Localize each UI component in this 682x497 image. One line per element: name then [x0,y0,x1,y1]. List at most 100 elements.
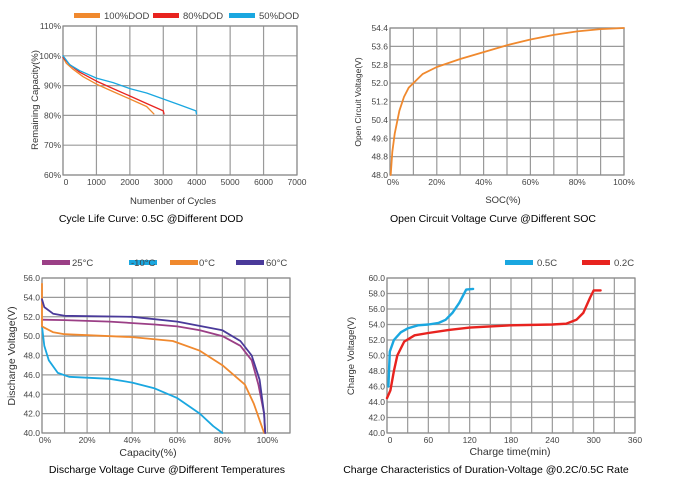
legend-label: 50%DOD [259,11,299,22]
legend-swatch [42,260,70,265]
legend-swatch [153,13,179,18]
x-tick-label: 60% [169,435,186,445]
x-tick-label: 60% [522,177,539,187]
x-tick-label: 0 [64,177,69,187]
grid [386,277,636,434]
y-tick-label: 40.0 [368,428,385,438]
chart-charge-duration: Charge Voltage(V) Charge time(min) Charg… [343,258,642,476]
y-tick-label: 54.4 [371,23,388,33]
y-tick-label: 44.0 [23,389,40,399]
legend-label: 60°C [266,258,287,269]
x-tick-label: 300 [587,435,601,445]
x-tick-label: 20% [428,177,445,187]
x-tick-label: 60 [424,435,434,445]
x-tick-label: 0% [387,177,400,187]
y-tick-label: 53.6 [371,41,388,51]
x-tick-label: 80% [214,435,231,445]
chart-title: Discharge Voltage Curve @Different Tempe… [49,464,285,476]
y-tick-label: 60% [44,170,61,180]
series-line--10-c [41,325,224,434]
grid [62,25,298,176]
x-tick-label: 0 [388,435,393,445]
grid [389,27,625,176]
legend-label: 0°C [199,258,215,269]
plot-frame [62,25,298,176]
x-tick-label: 40% [475,177,492,187]
y-tick-label: 51.2 [371,97,388,107]
x-axis-label: Charge time(min) [469,446,550,458]
legend-swatch [582,260,610,265]
y-tick-label: 52.0 [371,78,388,88]
plot-frame [386,277,636,434]
series-line-25-c [41,318,267,434]
y-tick-label: 54.0 [368,320,385,330]
x-tick-label: 0% [39,435,52,445]
y-tick-label: 42.0 [368,413,385,423]
x-tick-label: 2000 [120,177,139,187]
legend-label: 25°C [72,258,93,269]
x-tick-label: 120 [463,435,477,445]
chart-title: Cycle Life Curve: 0.5C @Different DOD [59,213,244,225]
y-tick-label: 56.0 [23,273,40,283]
y-tick-label: 52.0 [368,335,385,345]
x-tick-label: 180 [504,435,518,445]
y-tick-label: 50.0 [23,331,40,341]
series-line-0-2c [385,289,602,400]
x-tick-label: 6000 [254,177,273,187]
chart-discharge-temperature: Discharge Voltage(V) Capacity(%) Dischar… [6,258,291,476]
y-tick-label: 58.0 [368,289,385,299]
y-tick-label: 90% [44,81,61,91]
y-tick-label: 49.6 [371,133,388,143]
plot-frame [41,277,291,434]
y-tick-label: 56.0 [368,304,385,314]
x-tick-label: 80% [569,177,586,187]
chart-title: Open Circuit Voltage Curve @Different SO… [390,213,596,225]
x-tick-label: 7000 [288,177,307,187]
y-tick-label: 46.0 [23,370,40,380]
y-tick-label: 48.0 [23,351,40,361]
legend-label: 0.2C [614,258,634,269]
legend-swatch [229,13,255,18]
x-axis-label: Capacity(%) [119,447,176,459]
legend-label: 80%DOD [183,11,223,22]
y-tick-label: 48.0 [371,170,388,180]
x-axis-label: SOC(%) [485,195,520,206]
y-tick-label: 44.0 [368,397,385,407]
y-tick-label: 110% [40,21,62,31]
legend-swatch [236,260,264,265]
x-tick-label: 5000 [221,177,240,187]
y-tick-label: 52.0 [23,312,40,322]
y-axis-label: Discharge Voltage(V) [6,306,18,405]
y-tick-label: 60.0 [368,273,385,283]
y-tick-label: 54.0 [23,292,40,302]
y-tick-label: 40.0 [23,428,40,438]
legend-label: 100%DOD [104,11,150,22]
series-line-50-dod [62,55,198,115]
y-tick-label: 48.0 [368,366,385,376]
series-line-60-c [41,298,267,434]
y-tick-label: 70% [44,140,61,150]
series-line-ocv [389,27,625,176]
legend-swatch [129,260,157,265]
x-tick-label: 40% [124,435,141,445]
y-axis-label: Remaining Capacity(%) [30,50,41,150]
x-tick-label: 360 [628,435,642,445]
chart-cycle-life: Remaining Capacity(%) Numenber of Cycles… [30,11,307,225]
legend-swatch [505,260,533,265]
grid [41,277,291,434]
x-tick-label: 4000 [187,177,206,187]
legend-swatch [74,13,100,18]
chart-open-circuit-voltage: Open Circuit Voltage(V) SOC(%) Open Circ… [353,23,635,225]
x-tick-label: 100% [257,435,279,445]
x-tick-label: 20% [79,435,96,445]
y-axis-label: Charge Voltage(V) [346,317,357,395]
chart-title: Charge Characteristics of Duration-Volta… [343,464,629,476]
series-line-0-5c [387,287,475,388]
y-tick-label: 80% [44,110,61,120]
x-tick-label: 240 [545,435,559,445]
x-tick-label: 1000 [87,177,106,187]
y-tick-label: 42.0 [23,409,40,419]
legend-label: -10°C [131,258,156,269]
y-tick-label: 100% [39,51,61,61]
